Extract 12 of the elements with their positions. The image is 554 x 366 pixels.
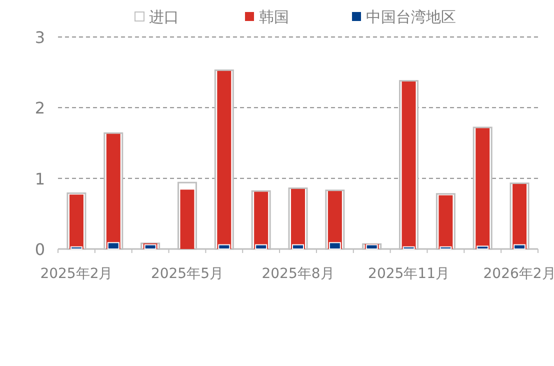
y-tick-label: 1	[34, 169, 46, 188]
x-tick-label: 2025年5月	[150, 266, 224, 282]
legend-label: 进口	[149, 8, 179, 26]
x-tick-label: 2025年8月	[262, 266, 334, 282]
x-tick-label: 2025年2月	[40, 266, 113, 282]
y-tick-label: 0	[34, 240, 46, 259]
legend-label: 韩国	[259, 8, 289, 26]
y-tick-label: 2	[34, 98, 46, 118]
y-tick-label: 3	[34, 28, 46, 47]
legend-label: 中国台湾地区	[366, 8, 456, 26]
x-tick-label: 2026年2月	[483, 266, 554, 282]
x-tick-label: 2025年11月	[368, 266, 450, 282]
